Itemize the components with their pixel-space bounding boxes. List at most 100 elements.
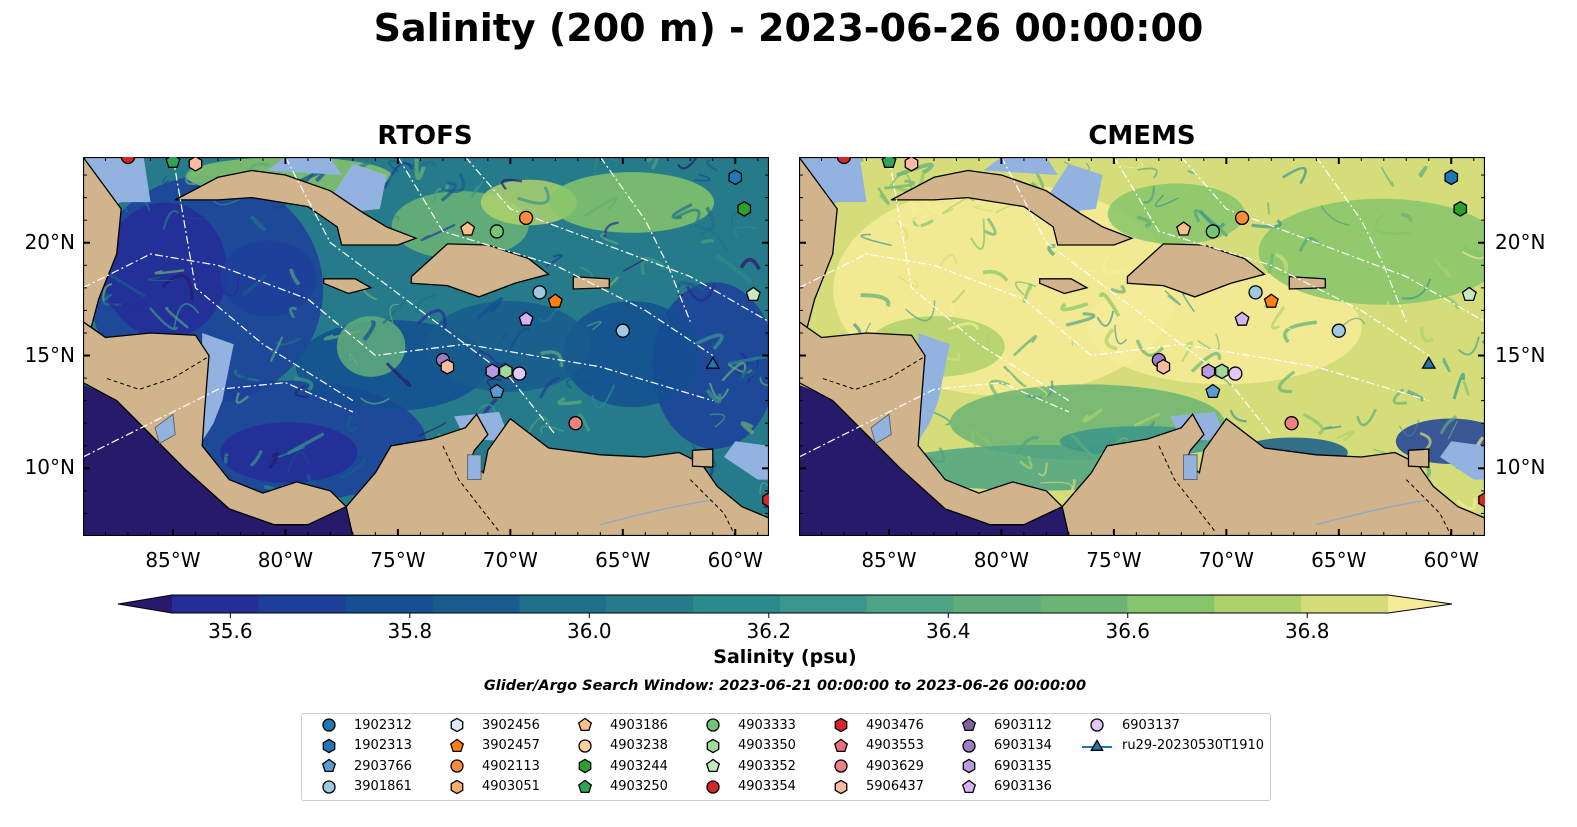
float-marker-4902113[interactable]	[1234, 210, 1250, 226]
legend-marker[interactable]	[961, 779, 977, 793]
float-marker-6903136[interactable]	[1234, 311, 1250, 326]
float-marker-5906437[interactable]	[1156, 358, 1171, 375]
float-marker-4903476[interactable]	[762, 491, 769, 508]
hexagon-marker-icon	[450, 779, 464, 794]
float-marker-4903244[interactable]	[737, 200, 752, 217]
pentagon-marker-icon	[321, 758, 337, 772]
legend-marker[interactable]	[577, 779, 593, 793]
legend-label: 4903352	[738, 758, 796, 774]
legend-item-4903553: 4903553	[824, 737, 924, 755]
legend-item-6903136: 6903136	[952, 778, 1052, 796]
legend-label: 4903333	[738, 717, 796, 733]
float-marker-6903135[interactable]	[485, 363, 500, 380]
float-marker-6903135[interactable]	[1201, 363, 1216, 380]
float-marker-4903250[interactable]	[881, 157, 897, 168]
float-marker-6903136[interactable]	[518, 311, 534, 326]
float-marker-4903350[interactable]	[498, 363, 513, 380]
lon-tick-label: 65°W	[595, 548, 651, 572]
legend-item-6903112: 6903112	[952, 716, 1052, 734]
search-window-note: Glider/Argo Search Window: 2023-06-21 00…	[483, 678, 1087, 694]
legend-item-4903352: 4903352	[696, 757, 796, 775]
float-marker-2903766[interactable]	[489, 383, 505, 399]
lat-tick-label-right: 20°N	[1495, 229, 1546, 254]
legend-label: 3902456	[482, 717, 540, 733]
legend-marker[interactable]	[322, 718, 336, 732]
legend-label: 1902313	[354, 738, 412, 753]
float-marker-4903629[interactable]	[568, 416, 583, 431]
float-marker-4903186[interactable]	[1176, 221, 1192, 236]
float-marker-4903250[interactable]	[165, 157, 181, 168]
legend-label: ru29-20230530T1910	[1122, 738, 1265, 753]
legend-item-2903766: 2903766	[312, 757, 412, 775]
float-marker-4903354[interactable]	[836, 157, 852, 165]
legend-marker[interactable]	[450, 759, 464, 773]
colorbar-tick-label: 35.8	[387, 619, 433, 643]
circle-marker-icon	[322, 779, 336, 794]
legend-marker[interactable]	[450, 717, 464, 733]
legend-marker[interactable]	[578, 758, 592, 774]
float-marker-4903354[interactable]	[120, 157, 136, 165]
float-marker-3901861[interactable]	[532, 285, 547, 300]
cmems-map-panel[interactable]	[799, 157, 1485, 536]
lat-tick-label-right: 10°N	[1495, 455, 1546, 480]
legend-marker[interactable]	[1090, 718, 1104, 732]
legend-item-4903350: 4903350	[696, 737, 796, 755]
legend-marker[interactable]	[833, 738, 849, 752]
legend-item-4903186: 4903186	[568, 716, 668, 734]
float-marker-3901861[interactable]	[1331, 323, 1346, 338]
legend-item-4903629: 4903629	[824, 757, 924, 775]
legend-marker[interactable]	[706, 718, 720, 732]
legend-marker[interactable]	[450, 779, 464, 794]
legend-marker[interactable]	[962, 738, 976, 753]
float-marker-3902457[interactable]	[547, 293, 563, 308]
float-marker-4903352[interactable]	[745, 286, 761, 302]
float-marker-4903629[interactable]	[1284, 416, 1299, 431]
legend-marker[interactable]	[1090, 738, 1104, 751]
legend-marker[interactable]	[449, 738, 465, 752]
float-marker-ru29-20230530T1910[interactable]	[1421, 356, 1437, 369]
float-marker-4903476[interactable]	[1478, 491, 1485, 508]
legend-marker[interactable]	[322, 779, 336, 794]
float-marker-4903244[interactable]	[1453, 200, 1468, 217]
legend-marker[interactable]	[706, 738, 720, 753]
legend-marker[interactable]	[706, 779, 720, 794]
legend-marker[interactable]	[578, 738, 592, 753]
float-marker-4903350[interactable]	[1214, 363, 1229, 380]
legend-marker[interactable]	[834, 779, 848, 794]
float-marker-3902457[interactable]	[1263, 293, 1279, 308]
float-marker-1902313[interactable]	[1444, 169, 1459, 186]
circle-marker-icon	[962, 738, 976, 753]
float-marker-4903333[interactable]	[489, 224, 504, 239]
float-marker-ru29-20230530T1910[interactable]	[705, 356, 721, 369]
float-marker-4903333[interactable]	[1205, 224, 1220, 239]
float-marker-3901861[interactable]	[615, 323, 630, 338]
hexagon-marker-icon	[834, 717, 848, 733]
legend-item-6903137: 6903137	[1080, 716, 1180, 734]
float-marker-3901861[interactable]	[1248, 285, 1263, 300]
pentagon-marker-icon	[961, 779, 977, 793]
float-marker-5906437[interactable]	[440, 358, 455, 375]
float-marker-6903137[interactable]	[1228, 366, 1243, 381]
float-marker-4903352[interactable]	[1461, 286, 1477, 302]
legend-marker[interactable]	[834, 759, 848, 773]
float-marker-4903186[interactable]	[460, 221, 476, 236]
float-marker-1902313[interactable]	[728, 169, 743, 186]
legend-marker[interactable]	[705, 758, 721, 772]
legend-marker[interactable]	[577, 717, 593, 731]
float-marker-5906437[interactable]	[188, 157, 203, 172]
circle-marker-icon	[706, 779, 720, 794]
circle-marker-icon	[1090, 718, 1104, 732]
pentagon-marker-icon	[577, 779, 593, 793]
legend-marker[interactable]	[962, 758, 976, 774]
legend-label: 5906437	[866, 779, 924, 794]
float-marker-5906437[interactable]	[904, 157, 919, 172]
legend-marker[interactable]	[961, 717, 977, 731]
float-marker-6903137[interactable]	[512, 366, 527, 381]
float-marker-2903766[interactable]	[1205, 383, 1221, 399]
legend-label: 6903134	[994, 738, 1052, 753]
rtofs-map-panel[interactable]	[83, 157, 769, 536]
float-marker-4902113[interactable]	[518, 210, 534, 226]
legend-marker[interactable]	[834, 717, 848, 733]
legend-marker[interactable]	[322, 738, 336, 753]
legend-marker[interactable]	[321, 758, 337, 772]
